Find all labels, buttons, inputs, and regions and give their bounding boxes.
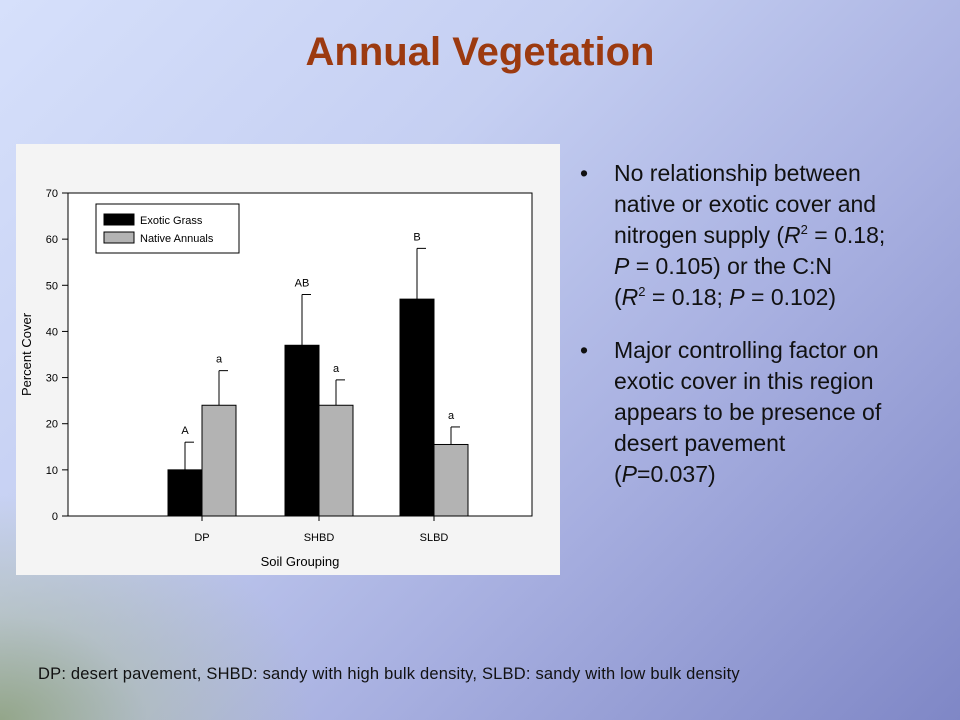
significance-letter: AB bbox=[295, 278, 310, 290]
bullet-text: ( bbox=[614, 461, 622, 487]
bullet-text: nitrogen supply ( bbox=[614, 222, 785, 248]
legend-swatch bbox=[103, 213, 135, 226]
significance-letter: B bbox=[413, 231, 420, 243]
y-tick-label: 40 bbox=[46, 326, 58, 338]
x-tick-label: SLBD bbox=[420, 532, 449, 544]
bullet-text: P bbox=[621, 461, 638, 487]
bullet-text: = 0.18; bbox=[807, 222, 886, 248]
legend-label: Exotic Grass bbox=[140, 215, 203, 227]
bullet-text: exotic cover in this region bbox=[614, 368, 874, 394]
significance-letter: A bbox=[181, 425, 189, 437]
x-tick-label: DP bbox=[194, 532, 209, 544]
bullet-list: • No relationship between native or exotic… bbox=[580, 158, 940, 512]
bullet-text: appears to be presence of bbox=[614, 399, 882, 425]
bullet-text: = 0.18; bbox=[645, 284, 730, 310]
bullet-text: = 0.105) or the C:N bbox=[629, 253, 832, 279]
x-tick-label: SHBD bbox=[304, 532, 335, 544]
bullet-dot: • bbox=[580, 337, 589, 363]
bullet-text: R bbox=[621, 284, 639, 310]
bullet-line: nitrogen supply (R2 = 0.18; bbox=[614, 220, 940, 251]
bar bbox=[201, 404, 237, 517]
y-tick-label: 60 bbox=[46, 234, 58, 246]
bullet-text: = 0.102) bbox=[744, 284, 837, 310]
bar bbox=[167, 469, 203, 517]
bullet-text: P bbox=[614, 253, 630, 279]
y-tick-label: 10 bbox=[46, 465, 58, 477]
bullet-line: native or exotic cover and bbox=[614, 189, 940, 220]
bullet-line: (P=0.037) bbox=[614, 459, 940, 490]
bullet-dot: • bbox=[580, 160, 589, 186]
significance-letter: a bbox=[216, 354, 223, 366]
bullet-text: P bbox=[729, 284, 745, 310]
y-tick-label: 50 bbox=[46, 280, 58, 292]
bullet-line: (R2 = 0.18; P = 0.102) bbox=[614, 282, 940, 313]
bar bbox=[433, 443, 469, 517]
bullet-line: exotic cover in this region bbox=[614, 366, 940, 397]
bullet-item: • Major controlling factor on exotic cover… bbox=[580, 335, 940, 490]
bullet-text: =0.037) bbox=[637, 461, 716, 487]
significance-letter: a bbox=[333, 363, 340, 375]
bullet-line: appears to be presence of bbox=[614, 397, 940, 428]
y-tick-label: 0 bbox=[52, 511, 58, 523]
y-tick-label: 20 bbox=[46, 419, 58, 431]
legend-swatch bbox=[103, 231, 135, 244]
bar bbox=[284, 344, 320, 517]
bullet-line: P = 0.105) or the C:N bbox=[614, 251, 940, 282]
y-tick-label: 70 bbox=[46, 188, 58, 200]
significance-letter: a bbox=[448, 410, 455, 422]
bullet-text: ( bbox=[614, 284, 622, 310]
bullet-item: • No relationship between native or exotic… bbox=[580, 158, 940, 313]
legend bbox=[95, 203, 240, 254]
bullet-text: 2 bbox=[800, 222, 808, 237]
x-axis-label: Soil Grouping bbox=[261, 554, 340, 569]
bullet-text: Major controlling factor on bbox=[614, 337, 879, 363]
footnote: DP: desert pavement, SHBD: sandy with hi… bbox=[38, 665, 740, 683]
bullet-text: R bbox=[784, 222, 801, 248]
y-axis-label: Percent Cover bbox=[19, 312, 34, 396]
y-tick-label: 30 bbox=[46, 373, 58, 385]
bullet-text: 2 bbox=[638, 284, 646, 299]
bullet-text: No relationship between bbox=[614, 160, 861, 186]
bullet-text: desert pavement bbox=[614, 430, 786, 456]
bar-chart: 0 10 20 30 40 50 60 70 DP Aa SHBD AB a SLBD Ba Soil Gro… bbox=[19, 188, 533, 569]
bullet-line: Major controlling factor on bbox=[614, 335, 940, 366]
bar bbox=[399, 298, 435, 517]
bullet-line: desert pavement bbox=[614, 428, 940, 459]
slide-title: Annual Vegetation bbox=[305, 30, 655, 74]
bullet-text: native or exotic cover and bbox=[614, 191, 877, 217]
bullet-line: No relationship between bbox=[614, 158, 940, 189]
bar bbox=[318, 404, 354, 517]
legend-label: Native Annuals bbox=[140, 233, 214, 245]
